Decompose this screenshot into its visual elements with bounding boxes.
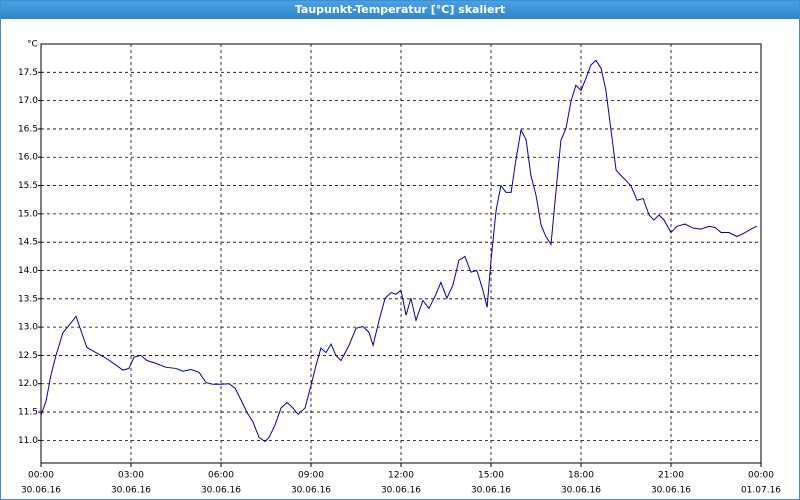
x-tick-date: 30.06.16 xyxy=(561,486,601,496)
x-tick-date: 30.06.16 xyxy=(111,486,151,496)
x-tick-label: 00:00 xyxy=(28,471,54,481)
x-tick-date: 30.06.16 xyxy=(21,486,61,496)
y-unit: °C xyxy=(27,40,38,50)
y-tick-label: 11.0 xyxy=(18,436,38,446)
window-title: Taupunkt-Temperatur [°C] skaliert xyxy=(1,1,799,19)
x-tick-label: 09:00 xyxy=(298,471,324,481)
y-tick-label: 17.5 xyxy=(18,68,38,78)
y-tick-label: 16.0 xyxy=(18,153,38,163)
x-tick-label: 12:00 xyxy=(388,471,414,481)
y-tick-label: 12.5 xyxy=(18,351,38,361)
x-tick-label: 03:00 xyxy=(118,471,144,481)
data-line xyxy=(40,59,758,443)
x-tick-date: 30.06.16 xyxy=(471,486,511,496)
x-tick-date: 30.06.16 xyxy=(381,486,421,496)
y-tick-label: 11.5 xyxy=(18,408,38,418)
x-tick-label: 00:00 xyxy=(748,471,774,481)
y-tick-label: 14.0 xyxy=(18,266,38,276)
x-tick-date: 01.07.16 xyxy=(741,486,781,496)
y-tick-label: 12.0 xyxy=(18,379,38,389)
x-tick-date: 30.06.16 xyxy=(291,486,331,496)
x-tick-label: 15:00 xyxy=(478,471,504,481)
y-tick-label: 16.5 xyxy=(18,124,38,134)
y-tick-label: 15.5 xyxy=(18,181,38,191)
y-tick-label: 13.0 xyxy=(18,323,38,333)
x-tick-date: 30.06.16 xyxy=(651,486,691,496)
y-tick-label: 17.0 xyxy=(18,96,38,106)
y-tick-label: 14.5 xyxy=(18,238,38,248)
chart: °C 11.0 11.5 12.0 12.5 13.0 13.5 14.0 14.5 15.0 1… xyxy=(18,40,781,496)
x-tick-label: 21:00 xyxy=(658,471,684,481)
y-tick-label: 15.0 xyxy=(18,209,38,219)
y-tick-label: 13.5 xyxy=(18,294,38,304)
x-tick-label: 18:00 xyxy=(568,471,594,481)
x-tick-date: 30.06.16 xyxy=(201,486,241,496)
x-tick-label: 06:00 xyxy=(208,471,234,481)
